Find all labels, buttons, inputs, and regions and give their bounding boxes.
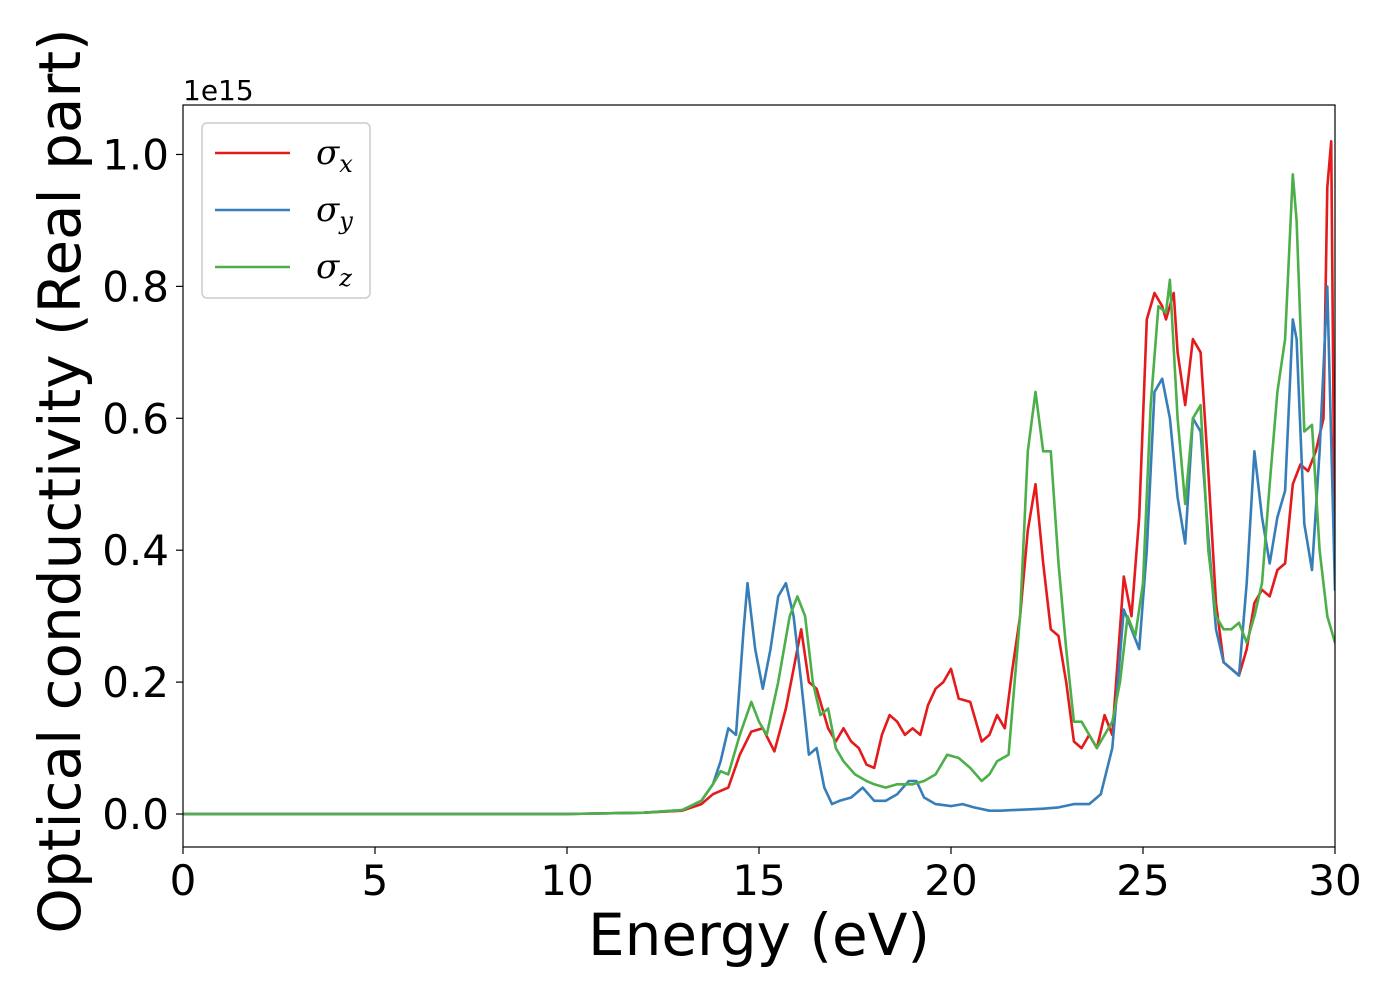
y-axis-label: Optical conductivity (Real part) (26, 28, 94, 933)
series-line-y (183, 285, 1335, 816)
legend-label: σx (316, 133, 353, 178)
y-tick-label: 0.0 (102, 790, 169, 839)
legend-item-x: σx (215, 133, 353, 178)
legend-label: σy (316, 190, 353, 235)
y-tick-label: 0.2 (102, 658, 169, 707)
x-tick-label: 20 (924, 856, 977, 905)
plot-area (183, 140, 1335, 816)
x-tick-label: 10 (540, 856, 593, 905)
y-tick-label: 1.0 (102, 130, 169, 179)
x-tick-label: 5 (362, 856, 389, 905)
x-axis-label: Energy (eV) (588, 901, 930, 969)
x-tick-label: 25 (1116, 856, 1169, 905)
legend-item-y: σy (215, 190, 353, 235)
legend-item-z: σz (215, 247, 352, 292)
y-tick-label: 0.8 (102, 262, 169, 311)
x-tick-label: 30 (1308, 856, 1361, 905)
y-tick-label: 0.4 (102, 526, 169, 575)
axes: 0 5 10 15 20 25 30 0.0 0.2 0.4 0.6 0.8 1.0 (102, 104, 1362, 905)
x-tick-label: 0 (170, 856, 197, 905)
series-line-z (183, 173, 1335, 816)
legend: σx σy σz (201, 122, 371, 299)
legend-label: σz (316, 247, 352, 292)
x-tick-label: 15 (732, 856, 785, 905)
y-tick-label: 0.6 (102, 394, 169, 443)
y-axis-offset-label: 1e15 (183, 74, 254, 107)
